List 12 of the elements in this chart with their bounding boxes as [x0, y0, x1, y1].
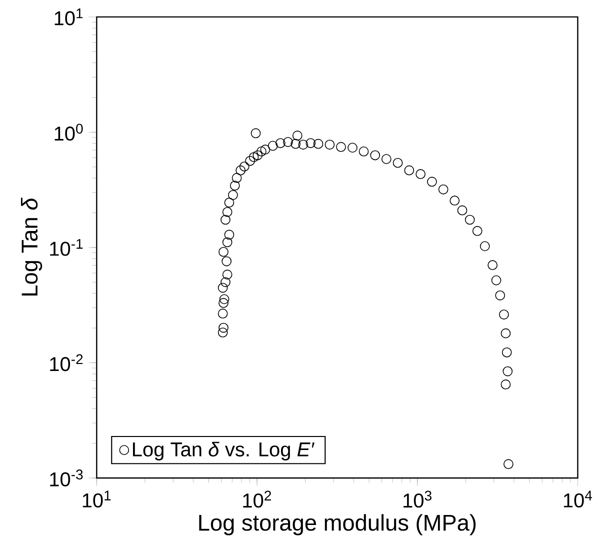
x-tick-label: 10$^{4}$ — [564, 490, 592, 508]
y-tick-label: 10$^{1}$ — [54, 8, 83, 26]
x-tick-label: 10$^{3}$ — [404, 490, 432, 508]
y-tick-label: 10$^{0}$ — [54, 124, 83, 141]
x-axis-title: Log storage modulus (MPa) — [199, 514, 476, 536]
x-tick-label: 10$^{1}$ — [82, 490, 111, 508]
x-tick-label: 10$^{2}$ — [243, 490, 271, 508]
y-tick-label: 10$^{-3}$ — [50, 470, 83, 486]
y-axis-title: Log Tan δ — [20, 198, 42, 296]
y-tick-label: 10$^{-2}$ — [50, 354, 83, 372]
y-tick-label: 10$^{-1}$ — [50, 239, 83, 256]
legend-label: Log Tan δ vs. Log E′ — [133, 442, 314, 460]
